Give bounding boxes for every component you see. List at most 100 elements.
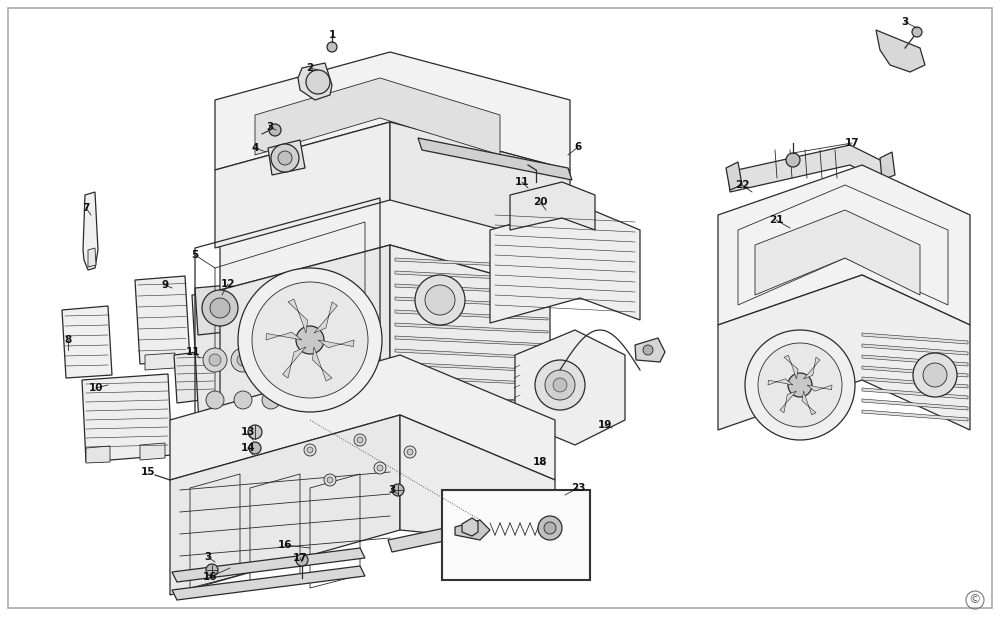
Circle shape — [237, 354, 249, 366]
Polygon shape — [862, 399, 968, 410]
Circle shape — [248, 425, 262, 439]
Polygon shape — [768, 379, 793, 385]
Circle shape — [327, 477, 333, 483]
Circle shape — [271, 144, 299, 172]
Circle shape — [234, 391, 252, 409]
Polygon shape — [283, 347, 306, 378]
Polygon shape — [135, 276, 190, 364]
Polygon shape — [210, 406, 240, 445]
Polygon shape — [862, 377, 968, 388]
Circle shape — [643, 345, 653, 355]
Circle shape — [912, 27, 922, 37]
Polygon shape — [395, 323, 548, 333]
Polygon shape — [88, 248, 96, 267]
Circle shape — [209, 354, 221, 366]
Polygon shape — [418, 138, 572, 180]
Text: 8: 8 — [64, 335, 72, 345]
Text: 10: 10 — [89, 383, 103, 393]
Circle shape — [354, 434, 366, 446]
Text: 23: 23 — [571, 483, 585, 493]
Text: 16: 16 — [278, 540, 292, 550]
Circle shape — [262, 391, 280, 409]
Text: 5: 5 — [191, 250, 199, 260]
Polygon shape — [255, 78, 500, 155]
Polygon shape — [172, 548, 365, 582]
Circle shape — [404, 446, 416, 458]
Circle shape — [324, 474, 336, 486]
Polygon shape — [82, 374, 172, 462]
Polygon shape — [145, 353, 175, 370]
Polygon shape — [718, 275, 970, 430]
Circle shape — [425, 285, 455, 315]
Circle shape — [231, 348, 255, 372]
Text: 3: 3 — [266, 122, 274, 132]
Text: 21: 21 — [769, 215, 783, 225]
Text: 3: 3 — [388, 485, 396, 495]
Circle shape — [296, 554, 308, 566]
Text: 20: 20 — [533, 197, 547, 207]
Text: 9: 9 — [161, 280, 169, 290]
Polygon shape — [784, 355, 798, 379]
Polygon shape — [462, 518, 478, 536]
Circle shape — [357, 437, 363, 443]
Circle shape — [415, 275, 465, 325]
Text: 6: 6 — [574, 142, 582, 152]
Polygon shape — [395, 310, 548, 320]
Polygon shape — [170, 415, 400, 595]
Circle shape — [544, 522, 556, 534]
Polygon shape — [400, 415, 555, 545]
Circle shape — [745, 330, 855, 440]
Polygon shape — [215, 52, 570, 170]
Circle shape — [210, 298, 230, 318]
Text: 11: 11 — [186, 347, 200, 357]
Circle shape — [538, 516, 562, 540]
Polygon shape — [862, 388, 968, 399]
Polygon shape — [312, 347, 332, 381]
Polygon shape — [726, 162, 742, 190]
Polygon shape — [174, 350, 218, 403]
Polygon shape — [880, 152, 895, 180]
Circle shape — [377, 465, 383, 471]
Polygon shape — [455, 520, 490, 540]
Text: 17: 17 — [845, 138, 859, 148]
Text: 7: 7 — [82, 203, 90, 213]
Text: 3: 3 — [901, 17, 909, 27]
Circle shape — [535, 360, 585, 410]
Polygon shape — [804, 357, 820, 379]
Polygon shape — [802, 391, 816, 415]
Polygon shape — [140, 443, 165, 460]
Circle shape — [923, 363, 947, 387]
Polygon shape — [395, 336, 548, 346]
Polygon shape — [862, 355, 968, 366]
Polygon shape — [388, 510, 535, 552]
Polygon shape — [395, 297, 548, 307]
Bar — [442, 490, 590, 580]
Polygon shape — [635, 338, 665, 362]
Text: 13: 13 — [241, 427, 255, 437]
Circle shape — [304, 444, 316, 456]
Circle shape — [249, 442, 261, 454]
Text: 3: 3 — [204, 552, 212, 562]
Circle shape — [327, 42, 337, 52]
Circle shape — [553, 378, 567, 392]
Circle shape — [392, 484, 404, 496]
Polygon shape — [314, 302, 337, 333]
Polygon shape — [862, 344, 968, 355]
Circle shape — [296, 326, 324, 354]
Polygon shape — [755, 210, 920, 295]
Circle shape — [206, 564, 218, 576]
Polygon shape — [192, 285, 318, 442]
Text: 17: 17 — [293, 553, 307, 563]
Polygon shape — [318, 340, 354, 348]
Circle shape — [374, 462, 386, 474]
Polygon shape — [62, 306, 112, 378]
Circle shape — [913, 353, 957, 397]
Polygon shape — [330, 374, 365, 415]
Polygon shape — [86, 446, 110, 463]
Polygon shape — [390, 122, 570, 248]
Text: 16: 16 — [203, 572, 217, 582]
Text: 15: 15 — [141, 467, 155, 477]
Polygon shape — [862, 366, 968, 377]
Polygon shape — [780, 391, 796, 413]
Circle shape — [307, 447, 313, 453]
